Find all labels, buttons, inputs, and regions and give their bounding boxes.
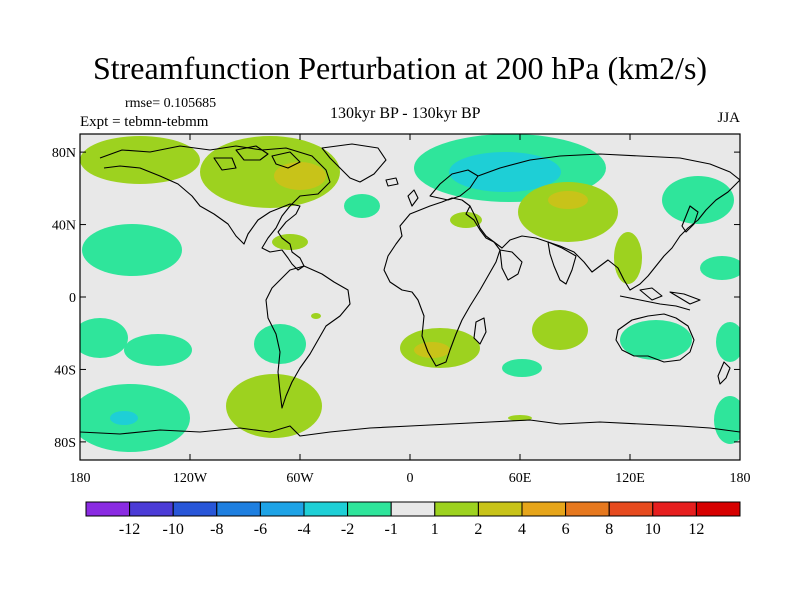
coast-indonesia xyxy=(619,287,701,311)
colorbar-swatch xyxy=(347,501,392,517)
coast-europe-africa xyxy=(383,197,501,367)
coast-arabia xyxy=(499,249,523,281)
colorbar-label: -4 xyxy=(297,521,310,538)
lon-tick-label: 60E xyxy=(509,471,532,486)
colorbar-label: 6 xyxy=(562,521,570,538)
colorbar-swatch xyxy=(521,501,567,517)
coast-india xyxy=(547,241,577,285)
lat-tick-label: 0 xyxy=(69,291,76,306)
colorbar-label: -8 xyxy=(210,521,223,538)
colorbar-swatch xyxy=(434,501,479,517)
positive-anomaly-alaska xyxy=(80,136,200,184)
colorbar-label: -12 xyxy=(119,521,140,538)
coast-australia xyxy=(615,313,695,363)
colorbar-swatch xyxy=(303,501,349,517)
lon-tick-label: 120W xyxy=(173,471,208,486)
negative-anomaly-indian-ocean xyxy=(502,359,542,377)
negative-anomaly-south-pacific-w xyxy=(80,318,128,358)
colorbar-swatch xyxy=(390,501,436,517)
colorbar-swatch xyxy=(85,501,131,517)
latitude-axis: 80N 40N 0 40S 80S xyxy=(52,146,740,451)
colorbar-swatch xyxy=(172,501,218,517)
lon-tick-label: 120E xyxy=(615,471,645,486)
longitude-axis: 180 120W 60W 0 60E 120E 180 xyxy=(70,134,751,486)
rmse-label: rmse= 0.105685 xyxy=(125,96,217,111)
negative-anomaly-east-pacific xyxy=(82,224,182,276)
colorbar-swatch xyxy=(259,501,305,517)
lon-tick-label: 180 xyxy=(70,471,91,486)
coast-iceland xyxy=(385,177,399,187)
colorbar-swatch xyxy=(129,501,174,517)
positive-anomaly-drake-passage xyxy=(226,374,322,438)
coast-madagascar xyxy=(473,317,487,345)
positive-anomaly-central-asia xyxy=(518,182,618,242)
colorbar: -12 -10 -8 -6 -4 -2 -1 1 2 4 6 8 10 12 xyxy=(85,501,741,538)
negative-core-southern-ocean xyxy=(110,411,138,425)
plot-title: Streamfunction Perturbation at 200 hPa (… xyxy=(92,50,708,86)
positive-anomaly-mexico xyxy=(272,234,308,250)
negative-anomaly-nw-pacific xyxy=(662,176,734,224)
negative-anomaly-australia xyxy=(620,320,692,360)
colorbar-swatch xyxy=(652,501,697,517)
colorbar-label: -2 xyxy=(341,521,354,538)
lat-tick-label: 80S xyxy=(54,436,76,451)
colorbar-label: -10 xyxy=(163,521,184,538)
colorbar-label: -6 xyxy=(254,521,267,538)
colorbar-swatch xyxy=(477,501,523,517)
colorbar-label: 1 xyxy=(431,521,439,538)
colorbar-label: 8 xyxy=(605,521,613,538)
positive-anomaly-east-asia xyxy=(614,232,642,284)
season-label: JJA xyxy=(717,110,740,126)
positive-anomaly-southern-indian xyxy=(508,415,532,421)
lon-tick-label: 60W xyxy=(286,471,314,486)
negative-anomaly-south-america xyxy=(254,324,306,364)
coast-japan xyxy=(681,205,699,233)
colorbar-label: 12 xyxy=(688,521,704,538)
coast-asia xyxy=(469,153,740,291)
positive-anomaly-brazil xyxy=(311,313,321,319)
colorbar-label: -1 xyxy=(385,521,398,538)
colorbar-swatch xyxy=(216,501,261,517)
coastlines xyxy=(80,143,740,437)
colorbar-label: 10 xyxy=(645,521,661,538)
negative-anomaly-ross-sea xyxy=(714,396,740,444)
lon-tick-label: 180 xyxy=(730,471,751,486)
colorbar-label: 4 xyxy=(518,521,526,538)
lat-tick-label: 80N xyxy=(52,146,76,161)
colorbar-swatch xyxy=(565,501,610,517)
coast-british-isles xyxy=(407,189,419,207)
lon-tick-label: 0 xyxy=(407,471,414,486)
negative-anomaly-atlantic xyxy=(344,194,380,218)
colorbar-swatch xyxy=(608,501,654,517)
coast-antarctica xyxy=(80,419,740,437)
negative-core-north-atlantic xyxy=(449,152,561,192)
coast-arctic-islands xyxy=(213,145,301,171)
negative-anomaly-tasman xyxy=(716,322,740,362)
coast-new-zealand xyxy=(717,361,731,385)
map-panel: 80N 40N 0 40S 80S 180 120W 60W 0 60E 120E 180 xyxy=(52,133,751,486)
map-background xyxy=(80,134,740,460)
coast-south-america xyxy=(265,265,351,409)
experiment-label: Expt = tebmn-tebmm xyxy=(80,114,209,130)
positive-anomaly-indian-ocean xyxy=(532,310,588,350)
colorbar-label: 2 xyxy=(474,521,482,538)
period-label: 130kyr BP - 130kyr BP xyxy=(330,105,481,122)
colorbar-swatch xyxy=(695,501,741,517)
positive-anomaly-europe xyxy=(450,212,482,228)
lat-tick-label: 40S xyxy=(54,363,76,378)
coast-greenland xyxy=(321,143,387,183)
positive-core-south-africa xyxy=(414,342,450,358)
negative-anomaly-pacific-2 xyxy=(700,256,740,280)
positive-core-central-asia xyxy=(548,191,588,209)
lat-tick-label: 40N xyxy=(52,219,76,234)
positive-core-north-america xyxy=(274,162,326,190)
negative-anomaly-south-pacific xyxy=(124,334,192,366)
